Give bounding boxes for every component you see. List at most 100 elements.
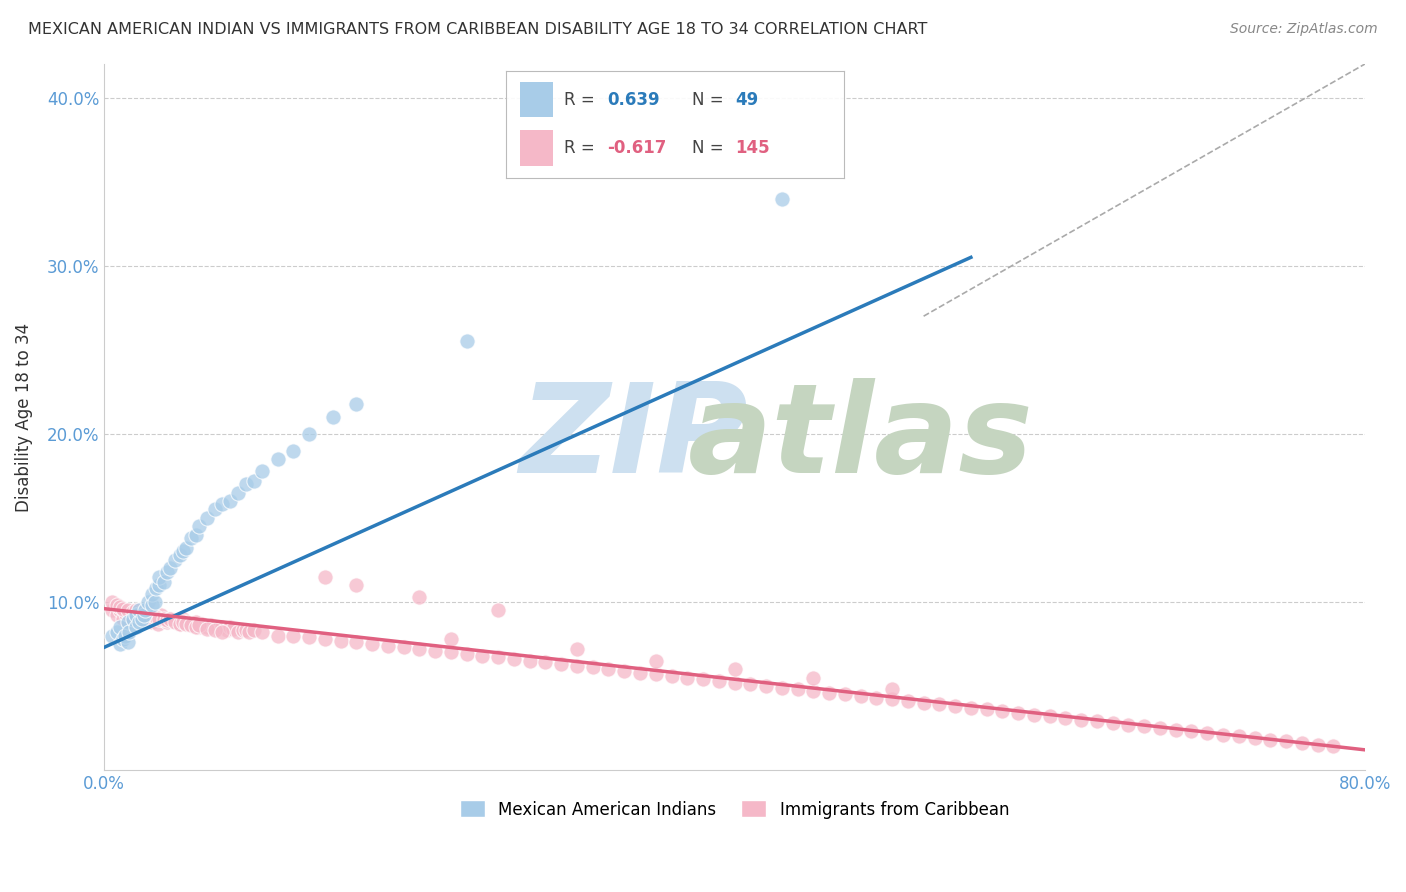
Point bbox=[235, 477, 257, 491]
Point bbox=[195, 622, 218, 636]
Point bbox=[180, 618, 202, 632]
Point bbox=[283, 628, 305, 642]
Point bbox=[219, 620, 242, 634]
Point bbox=[329, 633, 352, 648]
Point bbox=[1164, 723, 1187, 737]
Point bbox=[250, 625, 273, 640]
Point bbox=[200, 618, 222, 632]
Point bbox=[148, 570, 170, 584]
Point bbox=[1101, 715, 1123, 730]
Point bbox=[128, 615, 150, 629]
Point bbox=[943, 699, 966, 714]
Point bbox=[344, 578, 367, 592]
Point bbox=[1291, 736, 1313, 750]
Point bbox=[180, 531, 202, 545]
Point bbox=[141, 599, 163, 613]
Point bbox=[101, 603, 124, 617]
Point bbox=[159, 612, 181, 626]
Point bbox=[174, 541, 197, 555]
Point bbox=[1180, 724, 1202, 739]
FancyBboxPatch shape bbox=[520, 82, 554, 118]
Point bbox=[644, 667, 666, 681]
Point bbox=[613, 664, 636, 678]
Point bbox=[169, 616, 191, 631]
Point bbox=[125, 620, 148, 634]
Point bbox=[503, 652, 526, 666]
Point bbox=[141, 586, 163, 600]
Point bbox=[159, 561, 181, 575]
Point bbox=[865, 690, 887, 705]
Text: R =: R = bbox=[564, 91, 599, 109]
Point bbox=[112, 601, 135, 615]
Point bbox=[204, 624, 226, 638]
Point bbox=[219, 494, 242, 508]
Point bbox=[960, 701, 983, 715]
Point bbox=[755, 679, 778, 693]
Point bbox=[361, 637, 384, 651]
Point bbox=[880, 692, 903, 706]
Point bbox=[121, 605, 143, 619]
Point bbox=[897, 694, 920, 708]
Point bbox=[235, 624, 257, 638]
Point bbox=[211, 625, 233, 640]
Point bbox=[128, 603, 150, 617]
Text: -0.617: -0.617 bbox=[607, 139, 666, 157]
Point bbox=[143, 612, 166, 626]
Point bbox=[105, 608, 128, 623]
Point bbox=[180, 618, 202, 632]
Text: atlas: atlas bbox=[688, 377, 1033, 499]
Point bbox=[115, 607, 138, 621]
Point bbox=[204, 502, 226, 516]
Point bbox=[408, 642, 430, 657]
Point bbox=[423, 643, 446, 657]
Point bbox=[145, 610, 167, 624]
Point bbox=[486, 603, 509, 617]
Point bbox=[598, 662, 620, 676]
Point bbox=[169, 616, 191, 631]
Point bbox=[148, 612, 170, 626]
Point bbox=[692, 672, 714, 686]
Point bbox=[801, 671, 824, 685]
Point bbox=[141, 615, 163, 629]
Point bbox=[565, 658, 588, 673]
Point bbox=[118, 625, 141, 640]
Point bbox=[1085, 714, 1108, 729]
Point bbox=[114, 628, 136, 642]
Text: 49: 49 bbox=[735, 91, 759, 109]
Point bbox=[1322, 739, 1344, 754]
Point bbox=[770, 681, 793, 695]
Point bbox=[172, 615, 194, 629]
Point bbox=[101, 595, 124, 609]
Point bbox=[153, 614, 176, 628]
Text: N =: N = bbox=[692, 91, 728, 109]
Point bbox=[156, 565, 179, 579]
Point bbox=[132, 608, 155, 623]
Point bbox=[112, 612, 135, 626]
Point bbox=[108, 637, 131, 651]
Point bbox=[128, 607, 150, 621]
Point bbox=[582, 660, 605, 674]
Point bbox=[1243, 731, 1265, 745]
Y-axis label: Disability Age 18 to 34: Disability Age 18 to 34 bbox=[15, 323, 32, 512]
Point bbox=[250, 464, 273, 478]
Point bbox=[121, 612, 143, 626]
Point bbox=[184, 620, 207, 634]
Point bbox=[117, 635, 139, 649]
Point bbox=[1118, 717, 1140, 731]
Point bbox=[101, 628, 124, 642]
Text: Source: ZipAtlas.com: Source: ZipAtlas.com bbox=[1230, 22, 1378, 37]
Point bbox=[125, 608, 148, 623]
Point bbox=[661, 669, 683, 683]
Point bbox=[128, 603, 150, 617]
Point bbox=[204, 620, 226, 634]
Text: N =: N = bbox=[692, 139, 728, 157]
Point bbox=[1306, 738, 1329, 752]
Point bbox=[440, 632, 463, 646]
Point bbox=[148, 578, 170, 592]
Point bbox=[156, 614, 179, 628]
Point bbox=[676, 671, 699, 685]
Point bbox=[217, 624, 239, 638]
Point bbox=[187, 620, 209, 634]
Point bbox=[243, 474, 266, 488]
Text: 145: 145 bbox=[735, 139, 770, 157]
